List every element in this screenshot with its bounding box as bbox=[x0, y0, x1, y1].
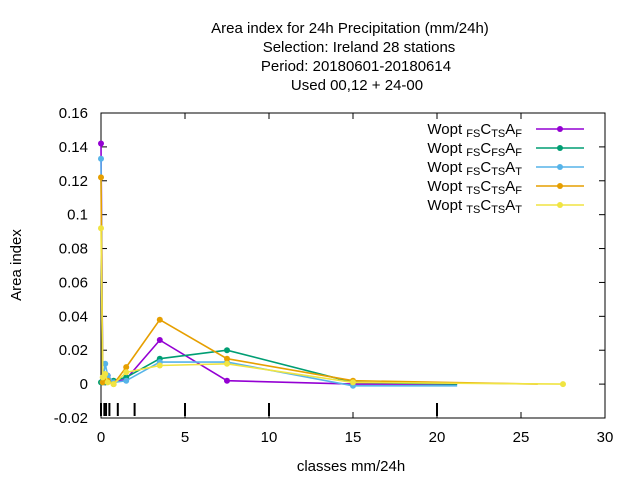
data-point bbox=[98, 140, 104, 147]
y-tick-label: 0.14 bbox=[59, 139, 88, 156]
data-series bbox=[98, 140, 566, 389]
series-3 bbox=[98, 155, 458, 389]
x-tick-label: 10 bbox=[261, 429, 278, 446]
title-line-3: Period: 20180601-20180614 bbox=[261, 58, 451, 75]
x-axis: 0 5 10 15 20 25 30 bbox=[97, 113, 614, 446]
y-tick-label: 0.06 bbox=[59, 274, 88, 291]
legend-label: Wopt FSCFSAF bbox=[427, 140, 522, 159]
class-limit-marks bbox=[100, 403, 438, 416]
legend-entry-3: Wopt FSCTSAT bbox=[427, 159, 584, 178]
x-axis-label: classes mm/24h bbox=[297, 458, 405, 475]
x-tick-label: 15 bbox=[345, 429, 362, 446]
legend-marker bbox=[557, 202, 563, 208]
plot-border bbox=[100, 112, 606, 419]
data-point bbox=[156, 316, 163, 323]
y-axis-label: Area index bbox=[8, 229, 25, 301]
data-point bbox=[98, 155, 104, 162]
y-axis: -0.02 0 0.02 0.04 0.06 0.08 0.1 0.12 0.14 0.16 bbox=[54, 105, 605, 427]
data-point bbox=[123, 377, 130, 384]
legend-entry-2: Wopt FSCFSAF bbox=[427, 140, 584, 159]
y-tick-label: -0.02 bbox=[54, 410, 88, 427]
x-tick-label: 5 bbox=[181, 429, 189, 446]
data-point bbox=[224, 360, 230, 367]
data-point bbox=[224, 377, 230, 384]
y-tick-label: 0.04 bbox=[59, 308, 88, 325]
title-line-2: Selection: Ireland 28 stations bbox=[263, 39, 456, 56]
legend-marker bbox=[557, 145, 563, 151]
y-tick-label: 0.08 bbox=[59, 241, 88, 258]
series-1 bbox=[98, 140, 458, 388]
series-line bbox=[100, 228, 564, 385]
data-point bbox=[350, 379, 356, 386]
data-point bbox=[123, 369, 130, 376]
x-tick-label: 30 bbox=[597, 429, 614, 446]
data-point bbox=[156, 362, 163, 369]
data-point bbox=[104, 379, 111, 386]
title-line-1: Area index for 24h Precipitation (mm/24h… bbox=[211, 20, 489, 37]
series-5 bbox=[98, 225, 566, 388]
legend-entry-1: Wopt FSCTSAF bbox=[427, 121, 584, 140]
legend-marker bbox=[557, 183, 563, 189]
title-line-4: Used 00,12 + 24-00 bbox=[291, 77, 423, 94]
y-tick-label: 0.16 bbox=[59, 105, 88, 122]
y-tick-label: 0.02 bbox=[59, 342, 88, 359]
data-point bbox=[224, 355, 230, 362]
data-point bbox=[98, 225, 104, 232]
x-tick-label: 25 bbox=[513, 429, 530, 446]
legend-label: Wopt TSCTSAF bbox=[427, 178, 522, 197]
data-point bbox=[560, 381, 566, 388]
y-tick-label: 0 bbox=[80, 376, 88, 393]
legend-marker bbox=[557, 126, 563, 132]
legend-marker bbox=[557, 164, 563, 170]
legend-label: Wopt FSCTSAT bbox=[427, 159, 522, 178]
data-point bbox=[123, 364, 130, 371]
legend-label: Wopt TSCTSAT bbox=[427, 197, 522, 216]
data-point bbox=[110, 381, 117, 388]
x-tick-label: 0 bbox=[97, 429, 105, 446]
data-point bbox=[224, 347, 230, 354]
legend-entry-5: Wopt TSCTSAT bbox=[427, 197, 584, 216]
legend-entry-4: Wopt TSCTSAF bbox=[427, 178, 584, 197]
legend-label: Wopt FSCTSAF bbox=[427, 121, 522, 140]
data-point bbox=[102, 370, 109, 377]
data-point bbox=[98, 174, 104, 181]
data-point bbox=[156, 337, 163, 344]
y-tick-label: 0.1 bbox=[67, 207, 88, 224]
x-tick-label: 20 bbox=[429, 429, 446, 446]
data-point bbox=[102, 360, 109, 367]
y-tick-label: 0.12 bbox=[59, 173, 88, 190]
chart-title: Area index for 24h Precipitation (mm/24h… bbox=[211, 20, 489, 94]
plot-frame bbox=[100, 112, 606, 419]
